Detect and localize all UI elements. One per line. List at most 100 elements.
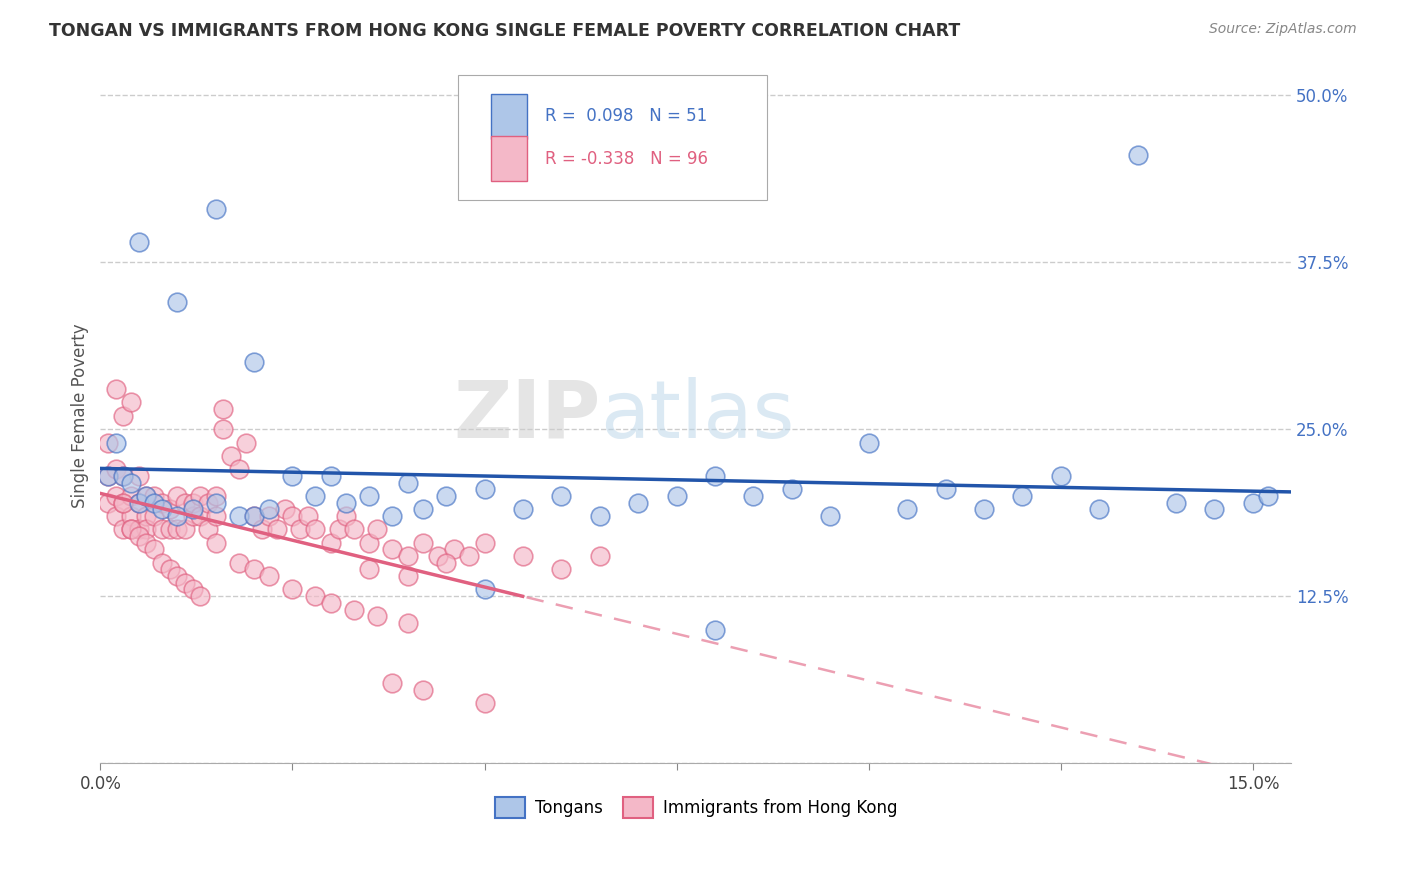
Point	[166, 489, 188, 503]
Point	[1126, 148, 1149, 162]
Point	[181, 582, 204, 597]
Point	[381, 508, 404, 523]
Point	[359, 535, 381, 549]
Point	[112, 522, 135, 536]
Point	[135, 522, 157, 536]
Point	[396, 569, 419, 583]
Point	[188, 508, 211, 523]
Point	[166, 522, 188, 536]
Point	[135, 489, 157, 503]
FancyBboxPatch shape	[457, 76, 768, 201]
Point	[319, 469, 342, 483]
Point	[120, 489, 142, 503]
Point	[173, 496, 195, 510]
Point	[1011, 489, 1033, 503]
Point	[412, 535, 434, 549]
Point	[166, 295, 188, 310]
Text: ZIP: ZIP	[453, 376, 600, 455]
Point	[112, 409, 135, 423]
Point	[1088, 502, 1111, 516]
Point	[512, 549, 534, 563]
Point	[396, 615, 419, 630]
Point	[143, 496, 166, 510]
Point	[204, 508, 226, 523]
Point	[181, 502, 204, 516]
Point	[304, 522, 326, 536]
Point	[550, 562, 572, 576]
Point	[474, 582, 496, 597]
Point	[173, 575, 195, 590]
Point	[235, 435, 257, 450]
Point	[412, 682, 434, 697]
Point	[181, 508, 204, 523]
Point	[197, 496, 219, 510]
Point	[120, 522, 142, 536]
Point	[366, 609, 388, 624]
Point	[150, 496, 173, 510]
Point	[259, 502, 281, 516]
Point	[434, 489, 457, 503]
Point	[512, 502, 534, 516]
Point	[128, 496, 150, 510]
Y-axis label: Single Female Poverty: Single Female Poverty	[72, 324, 89, 508]
Point	[704, 469, 727, 483]
Point	[359, 489, 381, 503]
Point	[150, 522, 173, 536]
Legend: Tongans, Immigrants from Hong Kong: Tongans, Immigrants from Hong Kong	[488, 790, 904, 824]
Point	[112, 469, 135, 483]
Point	[104, 489, 127, 503]
Point	[335, 496, 357, 510]
Point	[128, 522, 150, 536]
Point	[150, 556, 173, 570]
Point	[858, 435, 880, 450]
Point	[97, 496, 120, 510]
Point	[343, 522, 366, 536]
Point	[343, 602, 366, 616]
Point	[396, 549, 419, 563]
Point	[188, 489, 211, 503]
Point	[1204, 502, 1226, 516]
Point	[212, 402, 235, 417]
Point	[135, 508, 157, 523]
Point	[704, 623, 727, 637]
Point	[243, 508, 266, 523]
Point	[112, 469, 135, 483]
Point	[128, 469, 150, 483]
Point	[104, 382, 127, 396]
Point	[935, 483, 957, 497]
Point	[159, 522, 181, 536]
Point	[150, 502, 173, 516]
Point	[266, 522, 288, 536]
Text: atlas: atlas	[600, 376, 794, 455]
Point	[128, 496, 150, 510]
Point	[281, 582, 304, 597]
Text: Source: ZipAtlas.com: Source: ZipAtlas.com	[1209, 22, 1357, 37]
Point	[1257, 489, 1279, 503]
Point	[243, 508, 266, 523]
Point	[243, 562, 266, 576]
Point	[396, 475, 419, 490]
Point	[319, 596, 342, 610]
Point	[97, 469, 120, 483]
Point	[820, 508, 842, 523]
Point	[188, 589, 211, 603]
Point	[128, 235, 150, 249]
Point	[135, 535, 157, 549]
Point	[104, 462, 127, 476]
Point	[1164, 496, 1187, 510]
Point	[328, 522, 350, 536]
Point	[228, 556, 250, 570]
Point	[166, 508, 188, 523]
Point	[120, 522, 142, 536]
Point	[143, 508, 166, 523]
Point	[443, 542, 465, 557]
Point	[1049, 469, 1071, 483]
Point	[204, 489, 226, 503]
Point	[97, 435, 120, 450]
Point	[197, 522, 219, 536]
Point	[228, 462, 250, 476]
Point	[589, 549, 612, 563]
Point	[143, 542, 166, 557]
Point	[281, 469, 304, 483]
Point	[159, 502, 181, 516]
